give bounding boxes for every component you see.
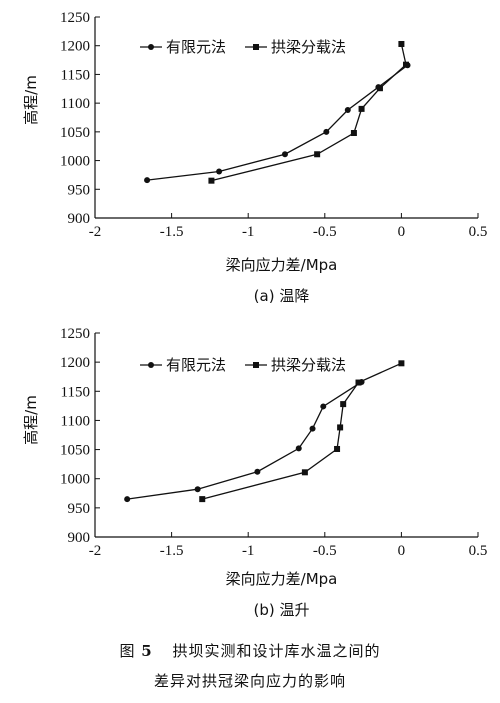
data-point-circle — [124, 496, 131, 503]
x-axis-title: 梁向应力差/Mpa — [226, 570, 338, 588]
data-point-square — [208, 177, 215, 184]
legend-marker-circle — [148, 362, 154, 368]
panel-label: (a) 温降 — [254, 287, 310, 305]
x-tick-label: -2 — [89, 543, 102, 559]
x-axis-title: 梁向应力差/Mpa — [226, 256, 338, 274]
y-axis-title: 高程/m — [22, 75, 40, 125]
data-point-square — [376, 85, 383, 92]
data-point-circle — [254, 468, 261, 475]
legend-marker-square — [253, 362, 259, 368]
x-tick-label: 0 — [398, 543, 406, 559]
legend-label: 拱梁分载法 — [271, 38, 346, 56]
x-tick-label: -1 — [242, 543, 255, 559]
y-tick-label: 1000 — [60, 472, 90, 488]
x-tick-label: 0.5 — [469, 543, 488, 559]
data-point-square — [199, 496, 206, 503]
y-tick-label: 1150 — [61, 67, 90, 83]
x-tick-label: -1.5 — [160, 224, 184, 240]
x-tick-label: 0.5 — [469, 224, 488, 240]
data-point-square — [358, 105, 365, 112]
y-tick-label: 1100 — [61, 413, 90, 429]
legend-label: 有限元法 — [166, 356, 226, 374]
y-tick-label: 1150 — [61, 384, 90, 400]
data-point-square — [334, 445, 341, 452]
data-point-circle — [320, 403, 327, 410]
data-point-circle — [144, 177, 151, 184]
x-tick-label: -1 — [242, 224, 255, 240]
data-point-circle — [323, 128, 330, 135]
figure-caption-title: 拱坝实测和设计库水温之间的 — [172, 642, 381, 660]
x-tick-label: 0 — [398, 224, 406, 240]
data-point-square — [402, 61, 409, 68]
figure-number-label: 图 — [119, 642, 136, 660]
data-point-square — [301, 469, 308, 476]
data-point-square — [398, 40, 405, 47]
series-line-fem — [147, 64, 408, 181]
panel-label: (b) 温升 — [254, 601, 310, 619]
y-tick-label: 1100 — [61, 96, 90, 112]
y-tick-label: 1200 — [60, 39, 90, 55]
data-point-square — [350, 130, 357, 137]
legend-marker-square — [253, 44, 259, 50]
data-point-circle — [216, 168, 223, 175]
data-point-circle — [194, 486, 201, 493]
figure-caption-line2: 差异对拱冠梁向应力的影响 — [153, 672, 346, 690]
data-point-square — [337, 424, 344, 431]
data-point-circle — [295, 445, 302, 452]
y-tick-label: 1250 — [60, 326, 90, 342]
data-point-circle — [344, 107, 351, 114]
data-point-square — [398, 360, 405, 367]
x-tick-label: -1.5 — [160, 543, 184, 559]
data-point-square — [355, 379, 362, 386]
chart-panel-b: -2 -1.5 -1 -0.5 0 0.5 900 950 1000 1050 1100 1150 12… — [22, 326, 487, 619]
y-tick-label: 1050 — [60, 443, 90, 459]
y-tick-label: 1200 — [60, 355, 90, 371]
x-tick-label: -2 — [89, 224, 102, 240]
data-point-square — [314, 151, 321, 158]
legend-label: 有限元法 — [166, 38, 226, 56]
figure-caption-line1: 图 5 拱坝实测和设计库水温之间的 — [0, 640, 500, 661]
legend-marker-circle — [148, 44, 154, 50]
legend-label: 拱梁分载法 — [271, 356, 346, 374]
y-axis-title: 高程/m — [22, 395, 40, 445]
data-point-circle — [309, 425, 316, 432]
y-tick-label: 950 — [68, 501, 91, 517]
x-tick-label: -0.5 — [313, 543, 337, 559]
figure-number: 5 — [141, 642, 153, 660]
series-line-arch-beam — [211, 43, 407, 182]
y-tick-label: 900 — [68, 211, 91, 227]
chart-panel-a: -2 -1.5 -1 -0.5 0 0.5 900 950 1000 1050 1100 1150 12… — [22, 10, 487, 305]
y-tick-label: 900 — [68, 530, 91, 546]
y-tick-label: 1000 — [60, 154, 90, 170]
y-tick-label: 1250 — [60, 10, 90, 26]
x-tick-label: -0.5 — [313, 224, 337, 240]
y-tick-label: 950 — [68, 182, 91, 198]
series-line-fem — [127, 381, 362, 500]
data-point-circle — [281, 151, 288, 158]
y-tick-label: 1050 — [60, 125, 90, 141]
data-point-square — [340, 401, 347, 408]
